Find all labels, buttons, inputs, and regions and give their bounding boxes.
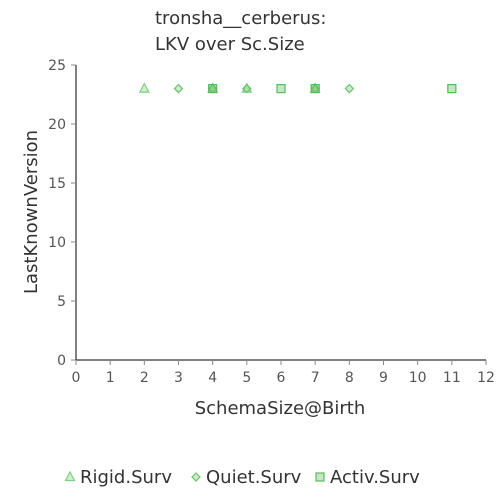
legend-marker-activ-surv (315, 472, 325, 482)
x-tick-label: 3 (174, 370, 183, 386)
x-tick-label: 1 (106, 370, 115, 386)
x-tick-label: 8 (345, 370, 354, 386)
point-activ-surv (276, 83, 286, 94)
x-tick-label: 9 (379, 370, 388, 386)
legend-label-quiet-surv: Quiet.Surv (206, 467, 302, 488)
y-tick-label: 15 (48, 176, 66, 192)
x-tick-label: 2 (140, 370, 149, 386)
axes (75, 65, 486, 361)
point-activ-surv (310, 83, 320, 94)
x-tick-label: 10 (409, 370, 427, 386)
chart-title-line-1: tronsha__cerberus: (155, 8, 326, 29)
x-tick-label: 11 (443, 370, 461, 386)
x-tick-label: 6 (277, 370, 286, 386)
point-quiet-surv (173, 83, 184, 94)
x-tick-label: 0 (72, 370, 81, 386)
y-tick-label: 5 (57, 294, 66, 310)
legend-marker-rigid-surv (64, 470, 76, 482)
y-tick-label: 0 (57, 353, 66, 369)
point-activ-surv (208, 83, 218, 94)
legend-label-rigid-surv: Rigid.Surv (80, 467, 172, 488)
legend-label-activ-surv: Activ.Surv (330, 467, 420, 488)
chart-title-line-2: LKV over Sc.Size (155, 34, 305, 55)
y-axis-label: LastKnownVersion (21, 130, 42, 294)
point-quiet-surv (241, 83, 252, 94)
y-tick-label: 20 (48, 117, 66, 133)
x-axis-label: SchemaSize@Birth (195, 398, 366, 419)
x-tick-label: 4 (208, 370, 217, 386)
data-points (138, 82, 457, 94)
y-tick-label: 25 (48, 58, 66, 74)
y-tick-label: 10 (48, 235, 66, 251)
x-tick-label: 7 (311, 370, 320, 386)
legend: Rigid.Surv Quiet.Surv Activ.Surv (64, 467, 420, 488)
legend-marker-quiet-surv (191, 472, 201, 482)
x-tick-label: 5 (242, 370, 251, 386)
x-tick-label: 12 (477, 370, 495, 386)
point-quiet-surv (344, 83, 355, 94)
point-rigid-surv (138, 82, 150, 93)
point-activ-surv (447, 83, 457, 94)
